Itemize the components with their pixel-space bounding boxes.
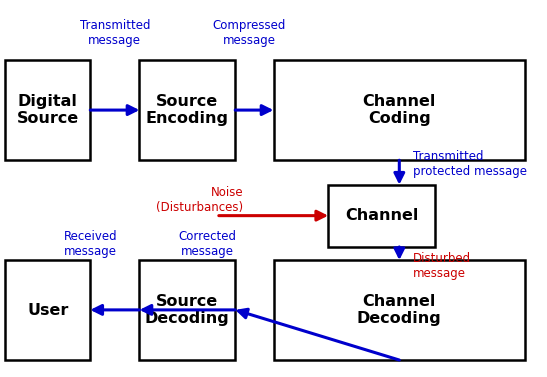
- Text: Channel
Coding: Channel Coding: [363, 94, 436, 126]
- FancyBboxPatch shape: [5, 60, 90, 160]
- FancyBboxPatch shape: [139, 60, 235, 160]
- FancyBboxPatch shape: [139, 260, 235, 360]
- Text: Digital
Source: Digital Source: [17, 94, 79, 126]
- FancyBboxPatch shape: [328, 185, 435, 247]
- Text: Compressed
message: Compressed message: [212, 19, 286, 47]
- Text: Channel
Decoding: Channel Decoding: [357, 294, 441, 326]
- Text: Disturbed
message: Disturbed message: [413, 252, 471, 280]
- Text: Channel: Channel: [345, 208, 418, 223]
- Text: Corrected
message: Corrected message: [179, 230, 237, 258]
- FancyBboxPatch shape: [5, 260, 90, 360]
- Text: Noise
(Disturbances): Noise (Disturbances): [156, 186, 243, 214]
- Text: Received
message: Received message: [63, 230, 117, 258]
- Text: Source
Decoding: Source Decoding: [145, 294, 230, 326]
- Text: Source
Encoding: Source Encoding: [146, 94, 229, 126]
- Text: Transmitted
protected message: Transmitted protected message: [413, 150, 527, 178]
- Text: Transmitted
message: Transmitted message: [80, 19, 150, 47]
- FancyBboxPatch shape: [274, 60, 525, 160]
- Text: User: User: [27, 303, 68, 317]
- FancyBboxPatch shape: [274, 260, 525, 360]
